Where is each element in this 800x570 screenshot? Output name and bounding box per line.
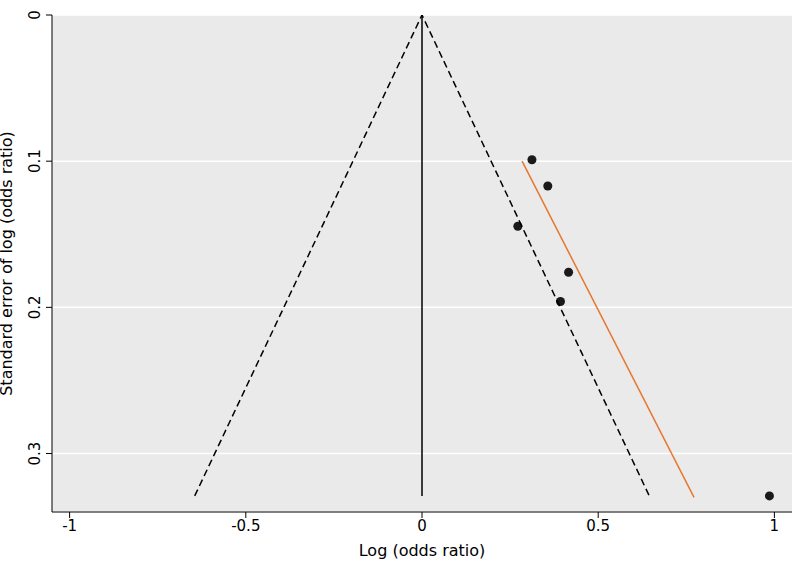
svg-text:1: 1 (770, 517, 780, 535)
svg-text:0.3: 0.3 (26, 442, 44, 466)
svg-text:Log (odds ratio): Log (odds ratio) (359, 541, 486, 560)
svg-text:0: 0 (26, 10, 44, 20)
svg-text:0.5: 0.5 (586, 517, 610, 535)
svg-text:-1: -1 (62, 517, 77, 535)
svg-text:Standard error of log (odds ra: Standard error of log (odds ratio) (8, 131, 16, 396)
svg-text:0: 0 (417, 517, 427, 535)
svg-text:-0.5: -0.5 (231, 517, 260, 535)
svg-text:0.1: 0.1 (26, 149, 44, 173)
svg-text:0.2: 0.2 (26, 295, 44, 319)
